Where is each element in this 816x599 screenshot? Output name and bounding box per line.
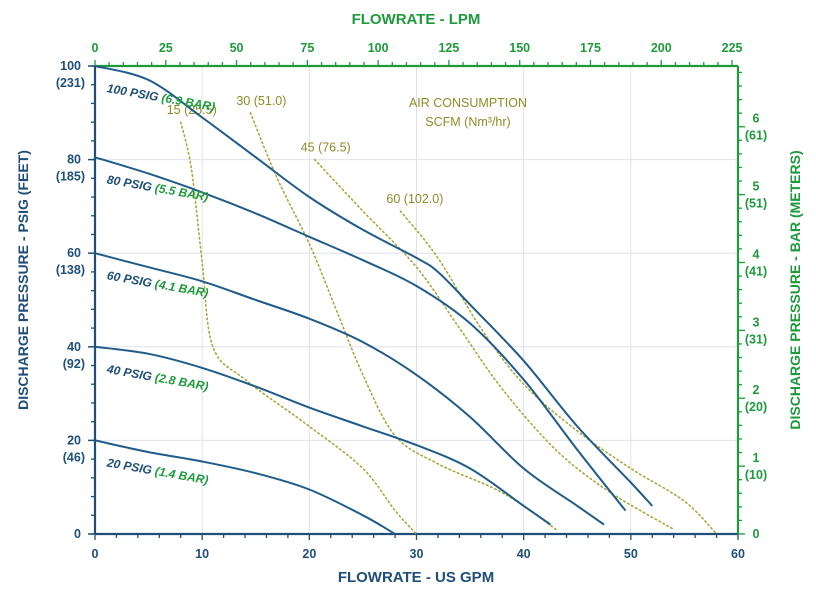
x-tick-label: 10 — [195, 547, 209, 561]
series-line-100 — [94, 65, 654, 507]
x-tick-label: 20 — [302, 547, 316, 561]
x2-tick-label: 150 — [509, 41, 530, 55]
series-label-bar: (2.8 BAR) — [154, 370, 210, 393]
series-label-psig: 80 PSIG — [106, 172, 156, 194]
series-label-bar: (5.5 BAR) — [154, 181, 210, 204]
air-line-4 — [399, 210, 718, 535]
y2-tick-label-meters: (20) — [745, 400, 767, 414]
x-tick-label: 0 — [92, 547, 99, 561]
y2-tick-label-meters: (41) — [745, 264, 767, 278]
series-line-60 — [94, 252, 605, 526]
y-tick-label: 60 — [67, 246, 81, 260]
y2-tick-label-meters: (31) — [745, 332, 767, 346]
y2-tick-label: 5 — [753, 180, 760, 194]
air-line-label: 30 (51.0) — [236, 94, 286, 108]
y2-tick-label: 1 — [753, 451, 760, 465]
series-label: 60 PSIG (4.1 BAR) — [106, 268, 210, 300]
series-label-bar: (1.4 BAR) — [154, 464, 210, 487]
air-line-label: 60 (102.0) — [386, 192, 443, 206]
x2-tick-label: 200 — [651, 41, 672, 55]
air-consumption-units: SCFM (Nm³/hr) — [425, 115, 510, 129]
y2-tick-label: 3 — [753, 315, 760, 329]
air-line-1 — [179, 121, 418, 535]
y-tick-label: 20 — [67, 433, 81, 447]
y2-axis-title: DISCHARGE PRESSURE - BAR (METERS) — [787, 150, 803, 429]
y-tick-label-feet: (92) — [63, 357, 85, 371]
y2-tick-label-meters: (10) — [745, 468, 767, 482]
y-tick-label-feet: (46) — [63, 450, 85, 464]
y-axis-title: DISCHARGE PRESSURE - PSIG (FEET) — [15, 150, 31, 410]
y2-tick-label: 6 — [753, 112, 760, 126]
series-line-80 — [94, 156, 627, 512]
series-label-psig: 20 PSIG — [105, 455, 156, 477]
y2-tick-label: 2 — [753, 383, 760, 397]
x-tick-label: 40 — [517, 547, 531, 561]
air-line-label: 45 (76.5) — [301, 141, 351, 155]
air-line-2 — [249, 112, 557, 531]
y2-tick-label-meters: (51) — [745, 197, 767, 211]
x-tick-label: 60 — [731, 547, 745, 561]
x2-tick-label: 75 — [300, 41, 314, 55]
x2-tick-label: 225 — [722, 41, 743, 55]
grid-lines — [95, 66, 738, 534]
tick-labels: 0 10 20 30 40 50 600 25 50 75 100 125 150 175 200 22502… — [56, 41, 767, 561]
series-line-40 — [94, 345, 552, 526]
y2-tick-label-meters: (61) — [745, 129, 767, 143]
y-tick-label: 0 — [74, 527, 81, 541]
series-label-psig: 60 PSIG — [106, 268, 156, 290]
x2-tick-label: 0 — [92, 41, 99, 55]
y2-tick-label: 0 — [753, 527, 760, 541]
series-line-20 — [94, 439, 396, 535]
series-label-psig: 100 PSIG — [106, 81, 163, 104]
x-tick-label: 50 — [624, 547, 638, 561]
x2-axis-title: FLOWRATE - LPM — [352, 11, 481, 28]
axis-ticks — [88, 60, 745, 540]
series-label-psig: 40 PSIG — [105, 362, 156, 384]
x2-tick-label: 25 — [159, 41, 173, 55]
x2-tick-label: 175 — [580, 41, 601, 55]
x-tick-label: 30 — [410, 547, 424, 561]
y-tick-label-feet: (138) — [56, 263, 85, 277]
y-tick-label-feet: (185) — [56, 170, 85, 184]
x-axis-title: FLOWRATE - US GPM — [338, 569, 494, 586]
y-tick-label: 40 — [67, 340, 81, 354]
x2-tick-label: 50 — [230, 41, 244, 55]
air-consumption-lines: 15 (25.5)30 (51.0)45 (76.5)60 (102.0) — [167, 94, 718, 535]
series-label: 40 PSIG (2.8 BAR) — [105, 362, 210, 394]
y-tick-label-feet: (231) — [56, 76, 85, 90]
y-tick-label: 100 — [60, 59, 81, 73]
y-tick-label: 80 — [67, 153, 81, 167]
air-consumption-title: AIR CONSUMPTION — [409, 96, 527, 110]
x2-tick-label: 100 — [368, 41, 389, 55]
pressure-curves: 100 PSIG (6.9 BAR)80 PSIG (5.5 BAR)60 PS… — [94, 65, 654, 535]
y2-tick-label: 4 — [753, 247, 760, 261]
x2-tick-label: 125 — [438, 41, 459, 55]
